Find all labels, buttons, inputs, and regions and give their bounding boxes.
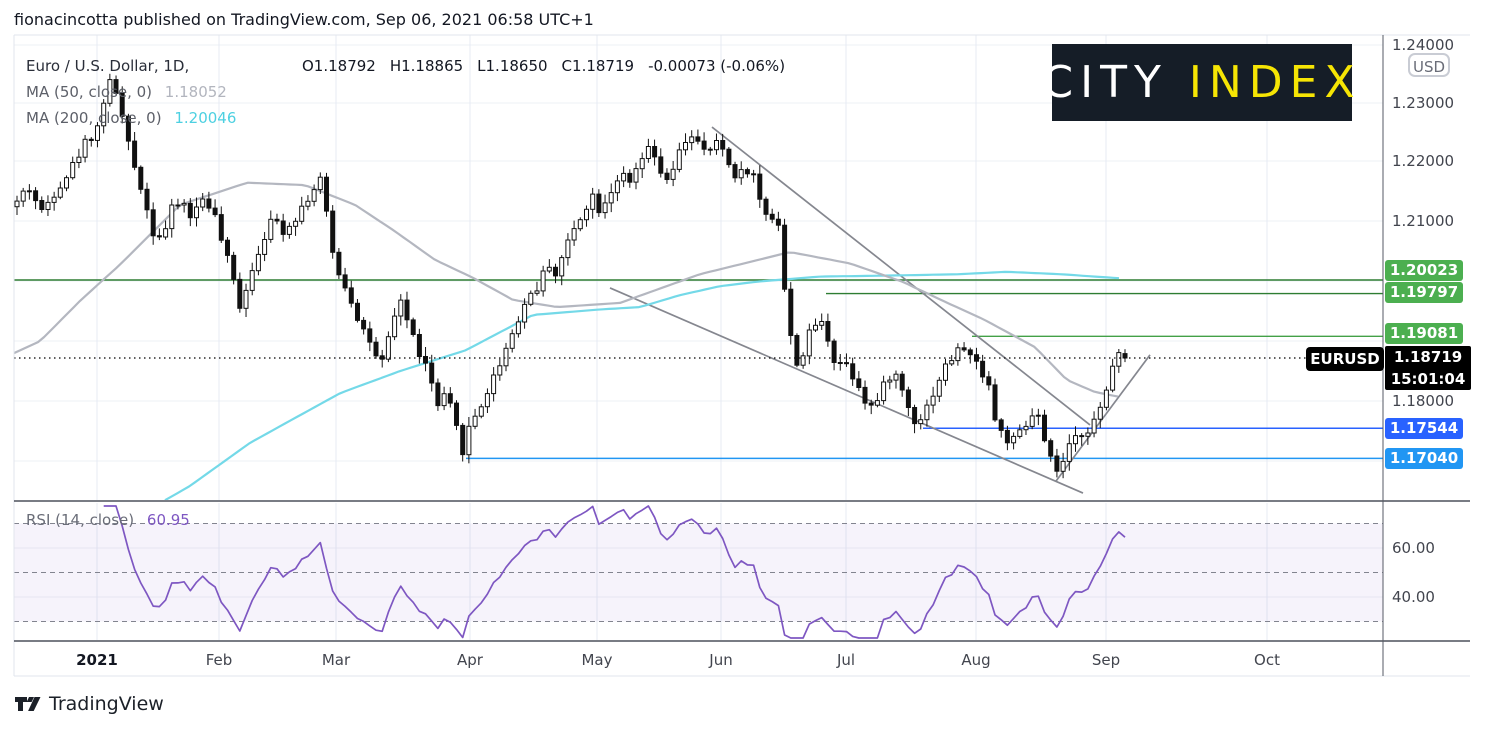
ma50-label[interactable]: MA (50, close, 0)	[26, 83, 153, 101]
ohlc-values: O1.18792 H1.18865 L1.18650 C1.18719 -0.00073…	[302, 57, 799, 75]
rsi-params: (14, close)	[55, 511, 135, 529]
time-axis-month-label: Apr	[457, 651, 483, 669]
symbol-title[interactable]: Euro / U.S. Dollar, 1D,	[26, 57, 190, 75]
time-axis-month-label: Jun	[709, 651, 733, 669]
ohlc-value: L1.18650	[477, 57, 548, 75]
time-axis-month-label: Aug	[961, 651, 991, 669]
current-price: 1.18719	[1393, 348, 1463, 366]
price-axis-label: 1.24000	[1392, 36, 1455, 54]
price-level-badge: 1.20023	[1385, 260, 1463, 281]
legend-row-ma50: MA (50, close, 0) 1.18052	[26, 79, 799, 105]
time-axis-month-label: Jul	[836, 651, 856, 669]
legend-row-ma200: MA (200, close, 0) 1.20046	[26, 105, 799, 131]
tradingview-logo-icon	[15, 697, 41, 711]
city-index-word2: INDEX	[1188, 57, 1362, 108]
rsi-band	[14, 523, 1383, 622]
city-index-word1: CITY	[1042, 57, 1189, 108]
price-axis-label: 1.23000	[1392, 94, 1455, 112]
price-axis-label: 1.22000	[1392, 152, 1455, 170]
ohlc-value: H1.18865	[389, 57, 464, 75]
tradingview-brand-text: TradingView	[49, 693, 164, 715]
price-level-badge: 1.17544	[1385, 418, 1463, 439]
ohlc-value: O1.18792	[302, 57, 376, 75]
rsi-axis-label: 60.00	[1392, 539, 1435, 557]
symbol-price-pill: EURUSD	[1306, 347, 1384, 371]
time-axis-month-label: Oct	[1254, 651, 1280, 669]
ohlc-value: -0.00073 (-0.06%)	[648, 57, 786, 75]
price-axis-label: 1.18000	[1392, 392, 1455, 410]
ma200-label[interactable]: MA (200, close, 0)	[26, 109, 162, 127]
price-level-badge: 1.19797	[1385, 282, 1463, 303]
tradingview-footer[interactable]: TradingView	[14, 692, 164, 716]
current-price-badge: 1.18719 15:01:04	[1385, 346, 1471, 390]
grid-lines	[14, 35, 1383, 640]
time-axis-month-label: Sep	[1091, 651, 1121, 669]
rsi-legend: RSI (14, close) 60.95	[26, 511, 190, 529]
price-pane[interactable]	[14, 73, 1383, 500]
time-axis-month-label: Feb	[205, 651, 233, 669]
rsi-pane[interactable]	[103, 505, 1126, 639]
time-axis-month-label: May	[581, 651, 613, 669]
currency-badge[interactable]: USD	[1408, 53, 1450, 77]
price-axis-label: 1.21000	[1392, 212, 1455, 230]
price-level-badge: 1.17040	[1385, 448, 1463, 469]
legend-row-symbol: Euro / U.S. Dollar, 1D, O1.18792 H1.18865…	[26, 53, 799, 79]
rsi-axis-label: 40.00	[1392, 588, 1435, 606]
ohlc-value: C1.18719	[561, 57, 635, 75]
main-legend: Euro / U.S. Dollar, 1D, O1.18792 H1.18865…	[26, 53, 799, 131]
city-index-watermark: CITY INDEX	[1042, 44, 1355, 121]
time-axis-month-label: Mar	[321, 651, 351, 669]
rsi-label[interactable]: RSI	[26, 511, 51, 529]
ma200-value: 1.20046	[174, 109, 237, 127]
price-level-badge: 1.19081	[1385, 323, 1463, 344]
rsi-value: 60.95	[146, 511, 190, 529]
ma50-value: 1.18052	[164, 83, 227, 101]
attribution-text: fionacincotta published on TradingView.c…	[14, 10, 594, 29]
bar-countdown: 15:01:04	[1390, 370, 1466, 388]
time-axis-year-label: 2021	[76, 651, 118, 669]
